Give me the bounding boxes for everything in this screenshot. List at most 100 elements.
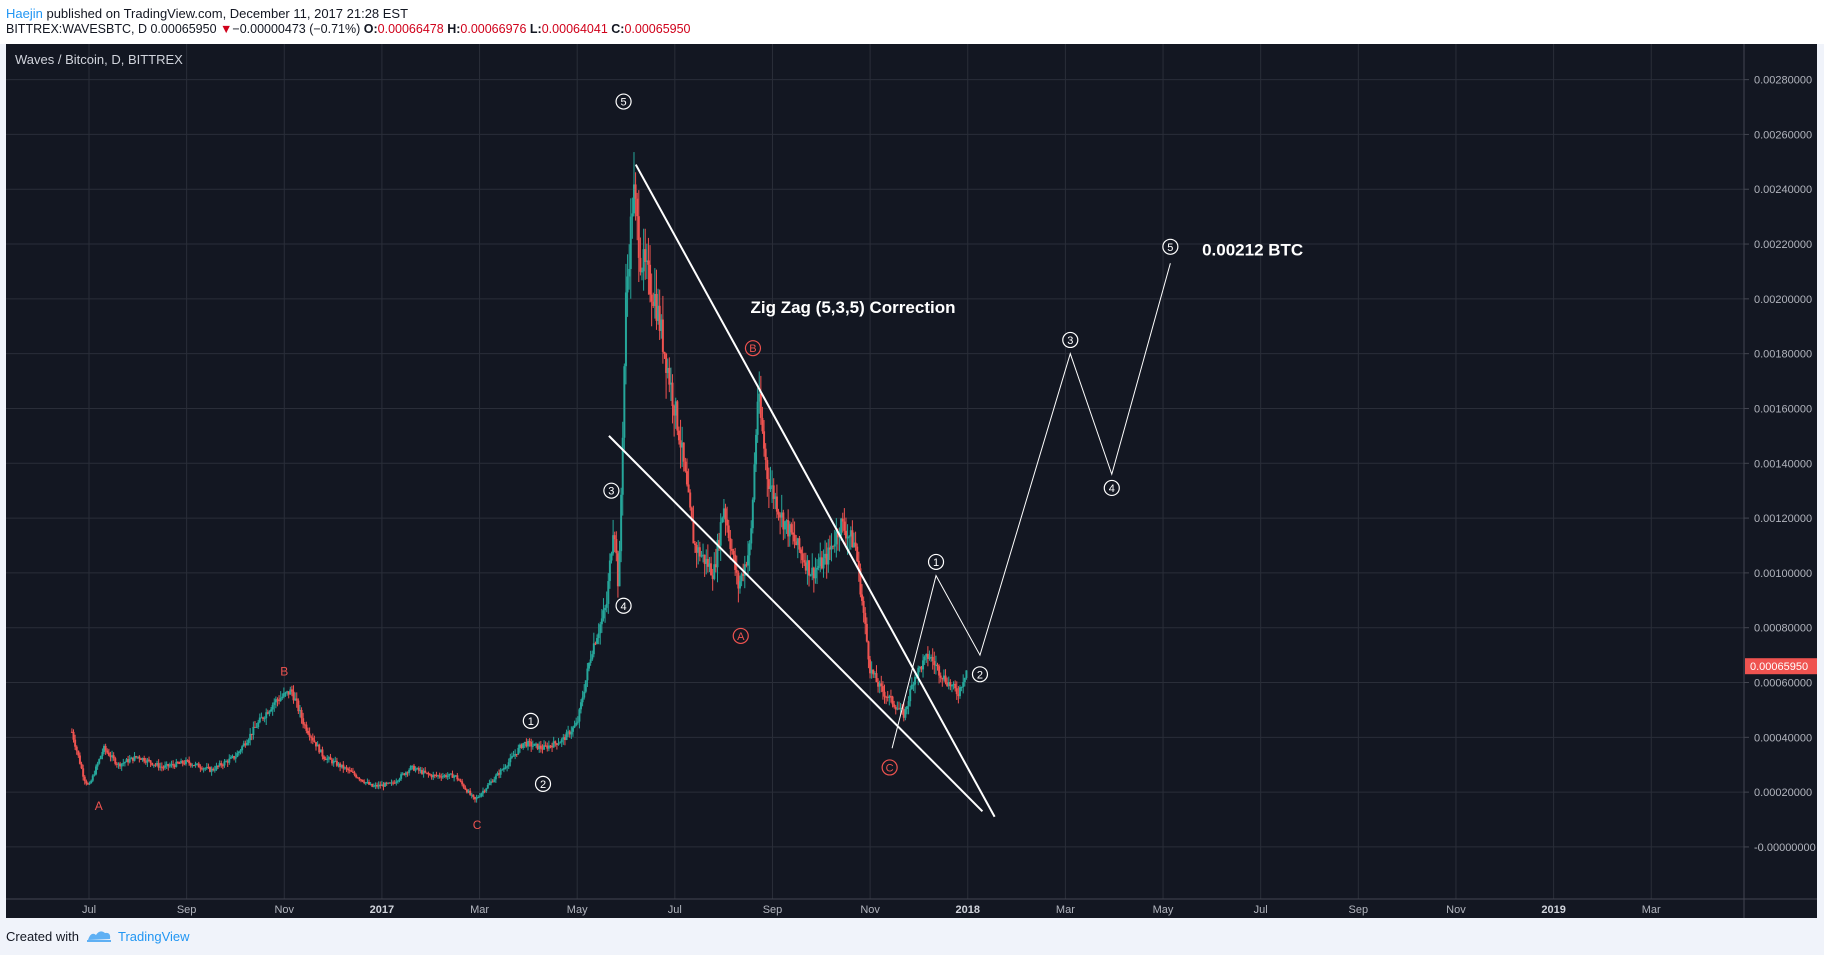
candle-body [559,742,562,744]
projection-path[interactable] [891,263,1171,749]
candle-body [740,573,743,582]
candle-body [612,535,615,554]
candle-body [727,525,730,539]
chart-title: Waves / Bitcoin, D, BITTREX [15,52,183,67]
candle-body [841,518,844,522]
candle-body [523,741,526,744]
trendline[interactable] [634,164,996,818]
candle-body [600,618,603,625]
candle-body [135,756,138,758]
candle-body [184,760,187,764]
candle-body [192,765,195,767]
time-tick-label: Jul [82,904,96,916]
time-tick-label: Jul [1254,904,1268,916]
tradingview-brand-link[interactable]: TradingView [118,929,190,944]
candle-body [828,547,831,550]
candle-body [946,682,949,686]
candle-body [270,709,273,712]
price-chart[interactable]: 5 3 4 1 2 B A C 1 2 3 4 5 A B C Zig Zag (5,3,5) Correcti… [6,44,1817,918]
correction-label: C [886,762,894,774]
candle-body [416,768,419,770]
candle-body [144,761,147,763]
candle-body [665,353,668,373]
candle-body [738,581,741,589]
time-tick-label: Mar [470,904,489,916]
candle-body [412,765,415,771]
chart-area[interactable]: 5 3 4 1 2 B A C 1 2 3 4 5 A B C Zig Zag (5,3,5) Correcti… [6,44,1817,918]
candle-body [98,759,101,764]
candle-body [803,560,806,563]
candle-body [724,508,727,520]
candle-body [483,790,486,792]
candle-body [798,538,801,550]
candle-body [401,773,404,775]
author-link[interactable]: Haejin [6,6,43,21]
chart-background [6,44,1817,918]
candle-body [414,768,417,771]
candle-body [947,682,950,686]
wave-count-circle [1162,238,1179,255]
candle-body [941,677,944,680]
trendline[interactable] [608,435,984,813]
candle-body [475,797,478,800]
time-tick-label: Mar [1056,904,1075,916]
candle-body [938,666,941,676]
time-tick-label: Sep [763,904,783,916]
candle-body [897,708,900,710]
candle-body [647,260,650,265]
candle-body [380,784,383,786]
candle-body [642,249,645,272]
candle-body [547,745,550,749]
candle-body [152,764,155,766]
candle-body [268,711,271,714]
candle-body [229,757,232,759]
candle-body [692,520,695,544]
candle-body [909,689,912,702]
candle-body [905,706,908,709]
candle-body [424,770,427,773]
candle-body [748,543,751,556]
candle-body [546,745,549,749]
candle-body [279,698,282,701]
wave-count-circle [615,93,632,110]
wave-count-circle [603,482,620,499]
candle-body [200,768,203,770]
candle-body [176,761,179,764]
candle-body [791,532,794,535]
candle-body [173,765,176,767]
candle-body [321,749,324,757]
candle-body [188,760,191,764]
candle-body [340,764,343,768]
candle-body [276,699,279,701]
candle-body [295,698,298,701]
candle-body [718,539,721,546]
price-axis[interactable]: 0.00280000 0.00260000 0.00240000 0.00220000… [1744,75,1817,854]
candle-body [194,763,197,766]
candle-body [88,783,91,785]
candle-body [290,689,293,692]
candle-body [799,549,802,554]
candle-body [560,739,563,743]
candle-body [228,758,231,763]
candle-body [382,784,385,787]
candle-body [274,699,277,703]
candle-body [496,773,499,776]
candle-body [408,769,411,773]
time-axis[interactable]: Jul Sep Nov 2017 Mar May Jul Sep Nov 2018 Mar May Ju… [82,904,1661,916]
candle-body [621,437,624,495]
candle-body [896,708,899,710]
candle-body [467,790,470,793]
price-tick-label: 0.00040000 [1754,732,1812,744]
candle-body [570,731,573,735]
high-label: H: [447,22,461,36]
candle-body [168,765,171,767]
correction-circle [744,340,762,357]
candle-body [465,789,468,793]
candle-body [881,686,884,692]
candle-body [504,767,507,769]
candle-body [849,530,852,537]
candle-body [170,764,173,766]
candle-body [562,737,565,740]
candle-body [809,575,812,577]
candle-body [437,775,440,777]
